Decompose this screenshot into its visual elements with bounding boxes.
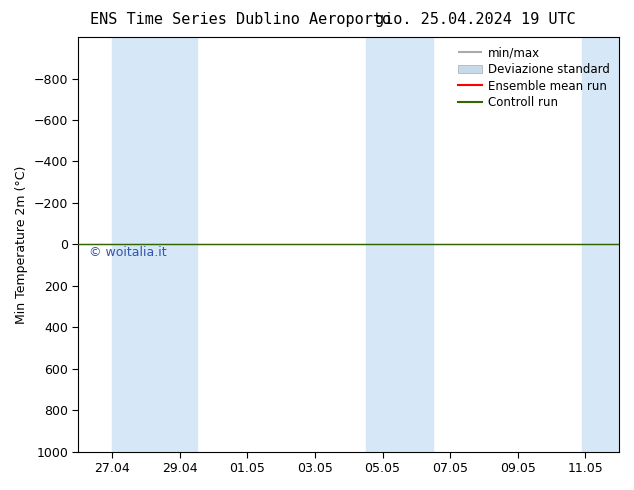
- Bar: [399, 37, 433, 452]
- Bar: [163, 37, 197, 452]
- Text: © woitalia.it: © woitalia.it: [89, 246, 167, 259]
- Bar: [582, 37, 619, 452]
- Text: ENS Time Series Dublino Aeroporto: ENS Time Series Dublino Aeroporto: [91, 12, 391, 27]
- Text: gio. 25.04.2024 19 UTC: gio. 25.04.2024 19 UTC: [375, 12, 576, 27]
- Legend: min/max, Deviazione standard, Ensemble mean run, Controll run: min/max, Deviazione standard, Ensemble m…: [455, 43, 613, 113]
- Bar: [366, 37, 399, 452]
- Bar: [112, 37, 163, 452]
- Y-axis label: Min Temperature 2m (°C): Min Temperature 2m (°C): [15, 165, 28, 323]
